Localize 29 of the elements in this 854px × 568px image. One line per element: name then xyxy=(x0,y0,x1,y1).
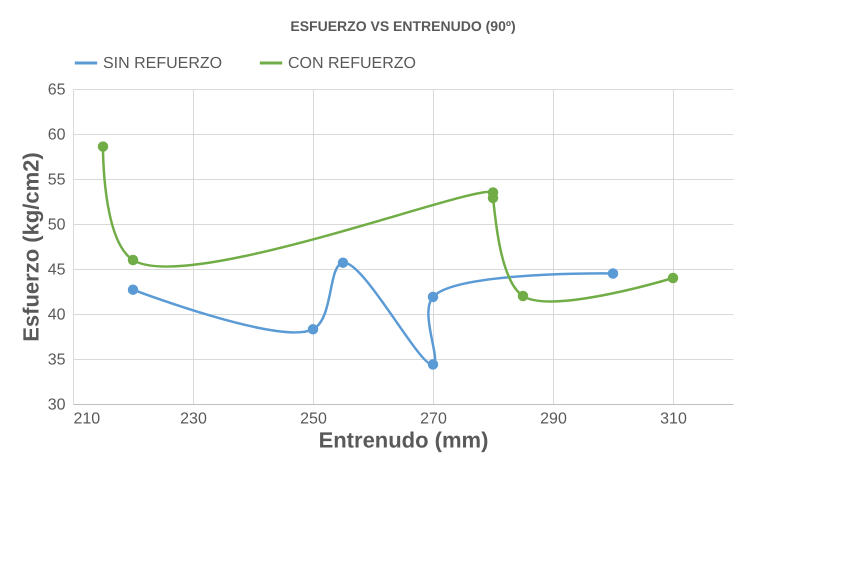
chart-title: ESFUERZO VS ENTRENUDO (90º) xyxy=(290,18,516,34)
y-tick-label: 50 xyxy=(48,216,66,234)
point xyxy=(428,359,438,370)
legend-label: SIN REFUERZO xyxy=(103,55,222,72)
y-tick-label: 55 xyxy=(48,172,66,188)
y-tick-label: 40 xyxy=(48,306,66,324)
point xyxy=(308,324,318,335)
x-tick-label: 310 xyxy=(660,410,687,428)
y-tick-label: 30 xyxy=(48,396,66,414)
point xyxy=(428,292,438,302)
point xyxy=(98,141,108,152)
x-tick-label: 270 xyxy=(420,410,447,428)
x-tick-label: 250 xyxy=(300,410,327,428)
point xyxy=(668,272,678,284)
y-tick-label: 65 xyxy=(48,82,66,98)
point xyxy=(128,284,138,295)
x-axis-title: Entrenudo (mm) xyxy=(318,428,488,452)
y-tick-label: 45 xyxy=(48,262,66,278)
point xyxy=(338,257,348,268)
y-tick-label: 60 xyxy=(48,126,66,144)
x-tick-label: 290 xyxy=(540,410,567,428)
legend-label: CON REFUERZO xyxy=(288,55,416,72)
point xyxy=(518,290,528,302)
y-tick-label: 35 xyxy=(48,352,66,368)
y-axis-title: Esfuerzo (kg/cm2) xyxy=(18,152,44,342)
x-tick-label: 230 xyxy=(180,410,207,428)
point xyxy=(608,268,618,279)
x-tick-label: 210 xyxy=(74,410,100,428)
point xyxy=(128,254,138,266)
